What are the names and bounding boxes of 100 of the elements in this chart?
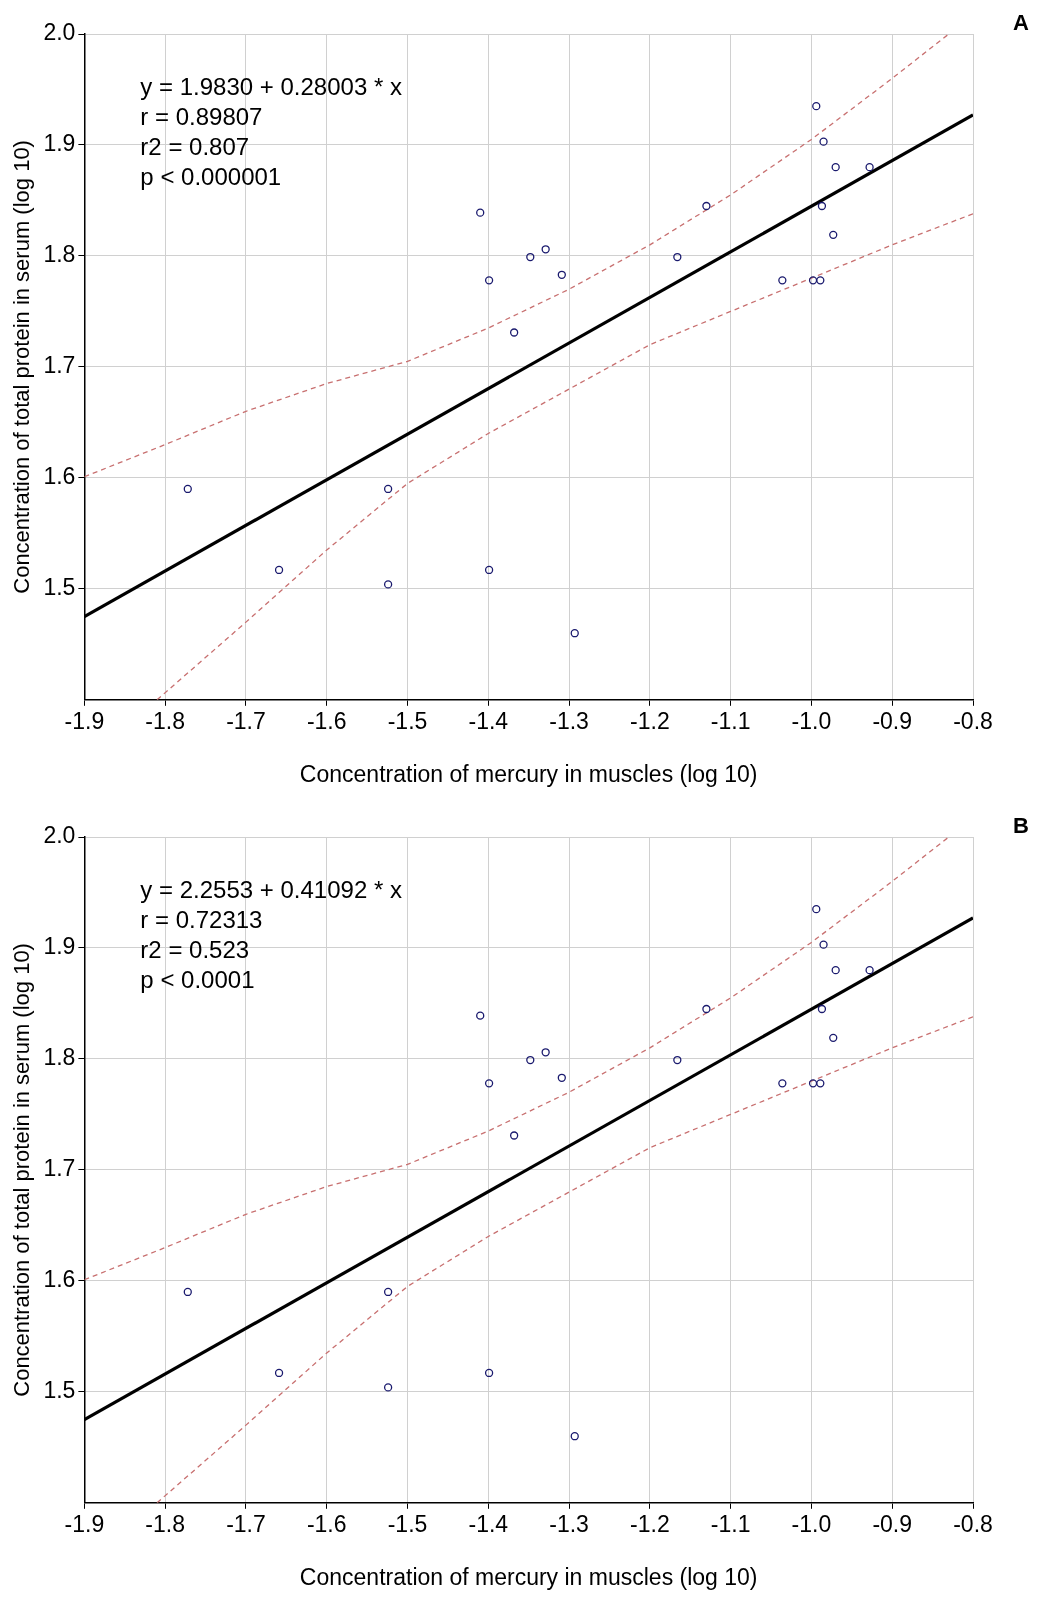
y-tick-label: 2.0 [43, 19, 76, 46]
point [865, 966, 874, 975]
point [812, 101, 821, 111]
point [819, 940, 828, 949]
point [274, 565, 284, 575]
annotation: y = 2.2553 + 0.41092 * x [140, 875, 402, 903]
point [383, 580, 393, 589]
annotation: p < 0.000001 [140, 162, 282, 190]
y-tick-label: 1.8 [43, 1044, 76, 1071]
point [476, 208, 485, 217]
x-tick-label: -1.2 [630, 1510, 670, 1537]
point [476, 1011, 485, 1020]
x-tick-label: -1.4 [468, 707, 509, 734]
x-tick-label: -1.4 [468, 1510, 509, 1537]
point [778, 1079, 787, 1088]
x-tick-label: -1.8 [145, 707, 185, 734]
point [510, 1131, 519, 1140]
point [817, 201, 827, 211]
x-tick-label: -0.8 [953, 707, 993, 734]
point [829, 1033, 838, 1042]
point [557, 270, 566, 279]
x-tick-label: -1.3 [549, 1510, 589, 1537]
point [383, 1287, 393, 1297]
x-tick-label: -1.5 [387, 1510, 428, 1537]
point [557, 1073, 566, 1082]
point [817, 1004, 827, 1014]
x-tick-label: -0.9 [872, 707, 913, 734]
line-series [156, 1016, 973, 1503]
x-tick-label: -1.9 [64, 707, 105, 734]
x-tick-label: -1.2 [630, 707, 670, 734]
y-tick-label: 1.9 [43, 130, 76, 157]
point [816, 1079, 825, 1088]
x-axis-title: Concentration of mercury in muscles (log 10) [299, 1563, 758, 1590]
x-tick-label: -1.3 [549, 707, 589, 734]
text: B [1013, 813, 1029, 839]
x-tick-label: -1.5 [387, 707, 428, 734]
annotation: r2 = 0.523 [140, 935, 250, 963]
point [570, 1432, 579, 1441]
y-axis-title: Concentration of total protein in serum (log 10) [9, 943, 35, 1397]
point [702, 1004, 711, 1014]
x-tick-label: -1.7 [226, 707, 266, 734]
point [808, 276, 818, 285]
y-tick-label: 1.5 [43, 574, 76, 601]
point [831, 966, 840, 975]
point [484, 1079, 494, 1088]
y-tick-label: 1.6 [43, 463, 76, 490]
point [816, 276, 825, 285]
point [274, 1368, 284, 1378]
x-tick-label: -0.8 [953, 1510, 993, 1537]
x-tick-label: -1.1 [710, 1510, 751, 1537]
y-tick-label: 2.0 [43, 822, 76, 849]
point [831, 163, 840, 172]
line-series [156, 213, 973, 700]
x-tick-label: -1.0 [791, 707, 832, 734]
annotation: r2 = 0.807 [140, 132, 250, 160]
x-tick-label: -1.6 [306, 1510, 347, 1537]
x-tick-label: -0.9 [872, 1510, 913, 1537]
point [484, 1368, 494, 1378]
point [865, 163, 874, 172]
y-tick-label: 1.8 [43, 241, 76, 268]
point [383, 484, 393, 494]
x-tick-label: -1.6 [306, 707, 347, 734]
annotation: p < 0.0001 [140, 965, 255, 993]
x-tick-label: -1.9 [64, 1510, 105, 1537]
point [183, 484, 192, 494]
y-tick-label: 1.7 [43, 352, 76, 379]
point [526, 252, 535, 262]
point [673, 252, 682, 262]
point [541, 245, 550, 254]
y-tick-label: 1.5 [43, 1377, 76, 1404]
point [812, 904, 821, 914]
annotation: r = 0.89807 [140, 102, 263, 130]
point [673, 1055, 682, 1065]
point [778, 276, 787, 285]
x-tick-label: -1.1 [710, 707, 751, 734]
x-axis-title: Concentration of mercury in muscles (log 10) [299, 760, 758, 787]
point [510, 328, 519, 337]
y-tick-label: 1.9 [43, 933, 76, 960]
x-tick-label: -1.0 [791, 1510, 832, 1537]
point [808, 1079, 818, 1088]
annotation: r = 0.72313 [140, 905, 263, 933]
y-tick-label: 1.6 [43, 1266, 76, 1293]
point [383, 1383, 393, 1392]
y-axis-title: Concentration of total protein in serum (log 10) [9, 140, 35, 594]
point [526, 1055, 535, 1065]
point [183, 1287, 192, 1297]
point [484, 276, 494, 285]
point [570, 629, 579, 638]
point [829, 230, 838, 239]
point [484, 565, 494, 575]
y-tick-label: 1.7 [43, 1155, 76, 1182]
point [702, 201, 711, 211]
x-tick-label: -1.7 [226, 1510, 266, 1537]
line-series [84, 34, 950, 478]
annotation: y = 1.9830 + 0.28003 * x [140, 72, 402, 100]
point [819, 137, 828, 146]
point [541, 1048, 550, 1057]
text: A [1013, 10, 1029, 36]
line-series [84, 837, 950, 1281]
x-tick-label: -1.8 [145, 1510, 185, 1537]
